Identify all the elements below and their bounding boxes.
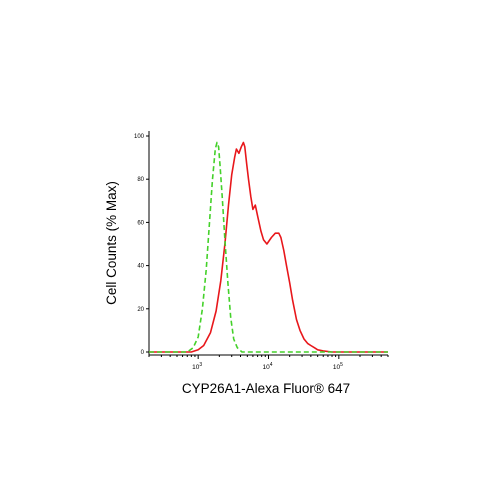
x-tick-label: 103 bbox=[192, 362, 202, 371]
y-ticks: 0 20 40 60 80 100 bbox=[134, 134, 149, 356]
x-tick-label: 105 bbox=[333, 362, 343, 371]
histogram-curves bbox=[149, 141, 388, 353]
y-tick-label: 60 bbox=[137, 220, 144, 226]
y-axis-title: Cell Counts (% Max) bbox=[104, 181, 119, 305]
y-tick-label: 40 bbox=[137, 264, 144, 270]
y-tick-label: 0 bbox=[141, 350, 145, 356]
x-tick-label: 104 bbox=[262, 362, 272, 371]
sample-histogram-line bbox=[149, 141, 388, 353]
plot-area: 0 20 40 60 80 100 103 104 105 bbox=[134, 131, 389, 371]
y-tick-label: 80 bbox=[137, 177, 144, 183]
y-tick-label: 20 bbox=[137, 307, 144, 313]
x-axis-title: CYP26A1-Alexa Fluor® 647 bbox=[182, 381, 350, 396]
x-ticks: 103 104 105 bbox=[148, 355, 389, 371]
control-histogram-line bbox=[149, 141, 388, 353]
y-tick-label: 100 bbox=[134, 134, 145, 140]
